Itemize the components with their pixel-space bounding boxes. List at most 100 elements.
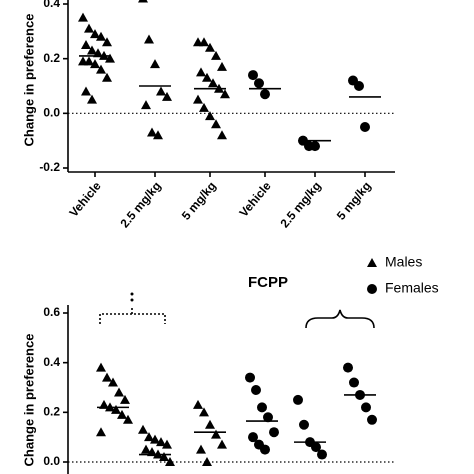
chart-title: FCPP — [248, 274, 288, 291]
x-tick-label: 2.5 mg/kg — [277, 179, 323, 230]
legend-marker — [367, 258, 377, 267]
data-point — [367, 414, 377, 425]
x-tick-label: 5 mg/kg — [334, 179, 374, 223]
x-tick-label: Vehicle — [236, 179, 274, 220]
data-point — [138, 424, 148, 434]
data-point — [196, 67, 206, 77]
data-point — [317, 449, 327, 460]
y-tick-label: 0.4 — [43, 0, 60, 10]
data-point — [102, 372, 112, 382]
data-point — [96, 427, 106, 437]
data-point — [251, 384, 261, 395]
data-point — [248, 432, 258, 443]
data-point — [81, 40, 91, 49]
data-point — [150, 434, 160, 444]
data-point — [147, 127, 157, 137]
data-point — [310, 141, 320, 152]
data-point — [202, 72, 212, 82]
data-point — [84, 56, 94, 66]
bracket-dot — [130, 298, 134, 302]
data-point — [117, 409, 127, 419]
data-point — [211, 119, 221, 129]
data-point — [165, 457, 175, 466]
data-point — [90, 29, 100, 39]
legend-label: Females — [385, 280, 439, 296]
data-point — [111, 404, 121, 414]
data-point — [196, 444, 206, 454]
data-point — [144, 34, 154, 44]
data-point — [299, 419, 309, 430]
data-point — [102, 37, 112, 47]
data-point — [205, 111, 215, 121]
data-point — [211, 50, 221, 60]
y-tick-label: 0.0 — [43, 454, 60, 468]
data-point — [120, 394, 130, 404]
data-point — [159, 452, 169, 462]
data-point — [211, 429, 221, 439]
data-point — [153, 130, 163, 140]
y-tick-label: 0.2 — [43, 405, 60, 419]
data-point — [150, 59, 160, 69]
data-point — [202, 457, 212, 466]
data-point — [245, 372, 255, 383]
data-point — [156, 86, 166, 96]
data-point — [105, 53, 115, 63]
data-point — [248, 70, 258, 81]
data-point — [263, 412, 273, 423]
data-point — [87, 45, 97, 55]
data-point — [87, 94, 97, 104]
data-point — [141, 444, 151, 454]
y-axis-label: Change in preference — [21, 14, 36, 147]
data-point — [257, 402, 267, 413]
data-point — [96, 64, 106, 74]
y-tick-label: 0.2 — [43, 51, 60, 65]
y-axis-label: Change in preference — [21, 334, 36, 467]
data-point — [123, 414, 133, 424]
data-point — [78, 12, 88, 22]
data-point — [343, 362, 353, 373]
data-point — [193, 399, 203, 409]
data-point — [199, 102, 209, 112]
data-point — [349, 377, 359, 388]
data-point — [162, 439, 172, 449]
data-point — [217, 439, 227, 449]
data-point — [260, 444, 270, 455]
curly-brace — [305, 309, 375, 329]
data-point — [199, 407, 209, 417]
data-point — [254, 78, 264, 89]
y-tick-label: 0.0 — [43, 106, 60, 120]
significance-bracket — [99, 306, 166, 324]
data-point — [138, 0, 148, 3]
data-point — [114, 387, 124, 397]
data-point — [217, 61, 227, 71]
data-point — [205, 419, 215, 429]
data-point — [141, 100, 151, 110]
data-point — [84, 23, 94, 33]
x-tick-label: 2.5 mg/kg — [117, 179, 163, 230]
data-point — [144, 432, 154, 442]
data-point — [217, 130, 227, 140]
y-tick-label: 0.4 — [43, 355, 60, 369]
data-point — [90, 59, 100, 69]
data-point — [360, 122, 370, 132]
data-point — [81, 86, 91, 96]
data-point — [220, 89, 230, 99]
data-point — [354, 81, 364, 91]
data-point — [260, 89, 270, 100]
data-point — [93, 48, 103, 58]
data-point — [108, 377, 118, 387]
data-point — [199, 37, 209, 47]
data-point — [293, 394, 303, 405]
legend-marker — [367, 284, 377, 294]
data-point — [96, 362, 106, 372]
x-tick-label: 5 mg/kg — [179, 179, 219, 223]
bracket-dot — [130, 292, 134, 296]
data-point — [311, 442, 321, 453]
data-point — [208, 78, 218, 88]
y-tick-label: -0.2 — [39, 160, 60, 174]
data-point — [102, 72, 112, 82]
data-point — [162, 91, 172, 101]
data-point — [361, 402, 371, 413]
data-point — [96, 31, 106, 41]
